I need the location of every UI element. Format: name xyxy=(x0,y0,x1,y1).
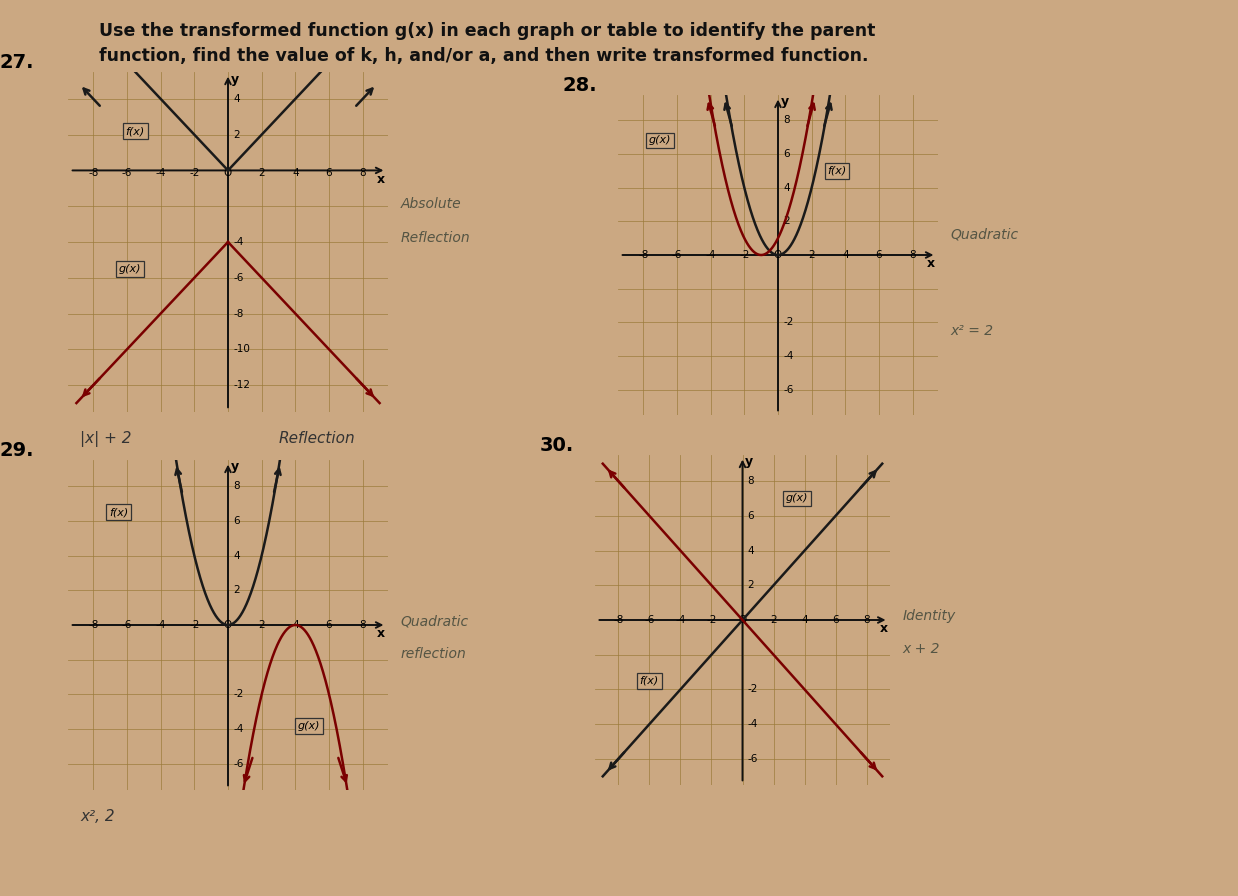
Text: -6: -6 xyxy=(233,759,244,769)
Text: f(x): f(x) xyxy=(827,166,847,176)
Text: 8: 8 xyxy=(748,476,754,486)
Text: -4: -4 xyxy=(156,168,166,177)
Text: 29.: 29. xyxy=(0,441,35,460)
Text: Reflection: Reflection xyxy=(400,231,470,245)
Text: -6: -6 xyxy=(672,250,682,260)
Text: 6: 6 xyxy=(832,615,839,625)
Text: y: y xyxy=(230,73,239,86)
Text: -8: -8 xyxy=(88,620,99,630)
Text: 6: 6 xyxy=(326,620,332,630)
Text: -2: -2 xyxy=(706,615,717,625)
Text: Identity: Identity xyxy=(903,609,956,623)
Text: 8: 8 xyxy=(233,481,240,491)
Text: x: x xyxy=(880,622,888,635)
Text: 2: 2 xyxy=(233,130,240,140)
Text: 2: 2 xyxy=(233,585,240,595)
Text: -8: -8 xyxy=(613,615,624,625)
Text: 6: 6 xyxy=(233,516,240,526)
Text: g(x): g(x) xyxy=(786,494,808,504)
Text: -6: -6 xyxy=(121,620,132,630)
Text: |x| + 2: |x| + 2 xyxy=(80,431,132,447)
Text: O: O xyxy=(224,620,233,630)
Text: x: x xyxy=(378,627,385,640)
Text: -8: -8 xyxy=(88,168,99,177)
Text: f(x): f(x) xyxy=(640,676,659,685)
Text: 30.: 30. xyxy=(540,435,573,454)
Text: 2: 2 xyxy=(259,168,265,177)
Text: -12: -12 xyxy=(233,380,250,390)
Text: O: O xyxy=(738,615,747,625)
Text: -4: -4 xyxy=(156,620,166,630)
Text: 2: 2 xyxy=(748,581,754,590)
Text: -2: -2 xyxy=(748,685,758,694)
Text: -4: -4 xyxy=(706,250,716,260)
Text: 4: 4 xyxy=(842,250,849,260)
Text: -2: -2 xyxy=(233,690,244,700)
Text: 27.: 27. xyxy=(0,53,35,72)
Text: 4: 4 xyxy=(233,94,240,104)
Text: y: y xyxy=(781,95,789,108)
Text: x: x xyxy=(378,173,385,185)
Text: g(x): g(x) xyxy=(297,720,321,731)
Text: 4: 4 xyxy=(748,546,754,556)
Text: 6: 6 xyxy=(748,511,754,521)
Text: x², 2: x², 2 xyxy=(80,809,115,824)
Text: f(x): f(x) xyxy=(126,126,145,136)
Text: Absolute: Absolute xyxy=(400,197,461,211)
Text: x: x xyxy=(927,257,936,270)
Text: -6: -6 xyxy=(644,615,655,625)
Text: -2: -2 xyxy=(189,620,199,630)
Text: f(x): f(x) xyxy=(109,507,129,517)
Text: 4: 4 xyxy=(292,620,298,630)
Text: Reflection: Reflection xyxy=(279,431,355,446)
Text: O: O xyxy=(774,250,782,260)
Text: -8: -8 xyxy=(638,250,649,260)
Text: Quadratic: Quadratic xyxy=(400,614,468,628)
Text: 2: 2 xyxy=(784,216,790,227)
Text: -6: -6 xyxy=(784,384,794,395)
Text: 6: 6 xyxy=(875,250,883,260)
Text: Quadratic: Quadratic xyxy=(951,228,1019,242)
Text: 8: 8 xyxy=(359,168,366,177)
Text: 8: 8 xyxy=(359,620,366,630)
Text: -4: -4 xyxy=(233,237,244,247)
Text: 2: 2 xyxy=(259,620,265,630)
Text: 4: 4 xyxy=(801,615,808,625)
Text: 28.: 28. xyxy=(562,75,597,94)
Text: -4: -4 xyxy=(784,351,794,361)
Text: -2: -2 xyxy=(739,250,749,260)
Text: -6: -6 xyxy=(748,754,758,764)
Text: 8: 8 xyxy=(910,250,916,260)
Text: -6: -6 xyxy=(121,168,132,177)
Text: O: O xyxy=(224,168,233,177)
Text: -6: -6 xyxy=(233,272,244,283)
Text: 2: 2 xyxy=(808,250,815,260)
Text: Use the transformed function g(x) in each graph or table to identify the parent
: Use the transformed function g(x) in eac… xyxy=(99,22,875,65)
Text: -4: -4 xyxy=(675,615,686,625)
Text: -10: -10 xyxy=(233,344,250,355)
Text: 4: 4 xyxy=(784,183,790,193)
Text: -2: -2 xyxy=(189,168,199,177)
Text: -2: -2 xyxy=(784,317,794,327)
Text: y: y xyxy=(230,461,239,473)
Text: 2: 2 xyxy=(770,615,777,625)
Text: x + 2: x + 2 xyxy=(903,642,940,656)
Text: g(x): g(x) xyxy=(649,135,671,145)
Text: reflection: reflection xyxy=(400,647,467,661)
Text: -4: -4 xyxy=(748,719,758,729)
Text: 4: 4 xyxy=(233,550,240,561)
Text: 4: 4 xyxy=(292,168,298,177)
Text: 8: 8 xyxy=(784,116,790,125)
Text: -4: -4 xyxy=(233,724,244,734)
Text: g(x): g(x) xyxy=(119,263,141,274)
Text: x² = 2: x² = 2 xyxy=(951,324,994,338)
Text: 8: 8 xyxy=(863,615,870,625)
Text: -8: -8 xyxy=(233,308,244,319)
Text: 6: 6 xyxy=(326,168,332,177)
Text: 6: 6 xyxy=(784,149,790,159)
Text: y: y xyxy=(744,455,753,469)
